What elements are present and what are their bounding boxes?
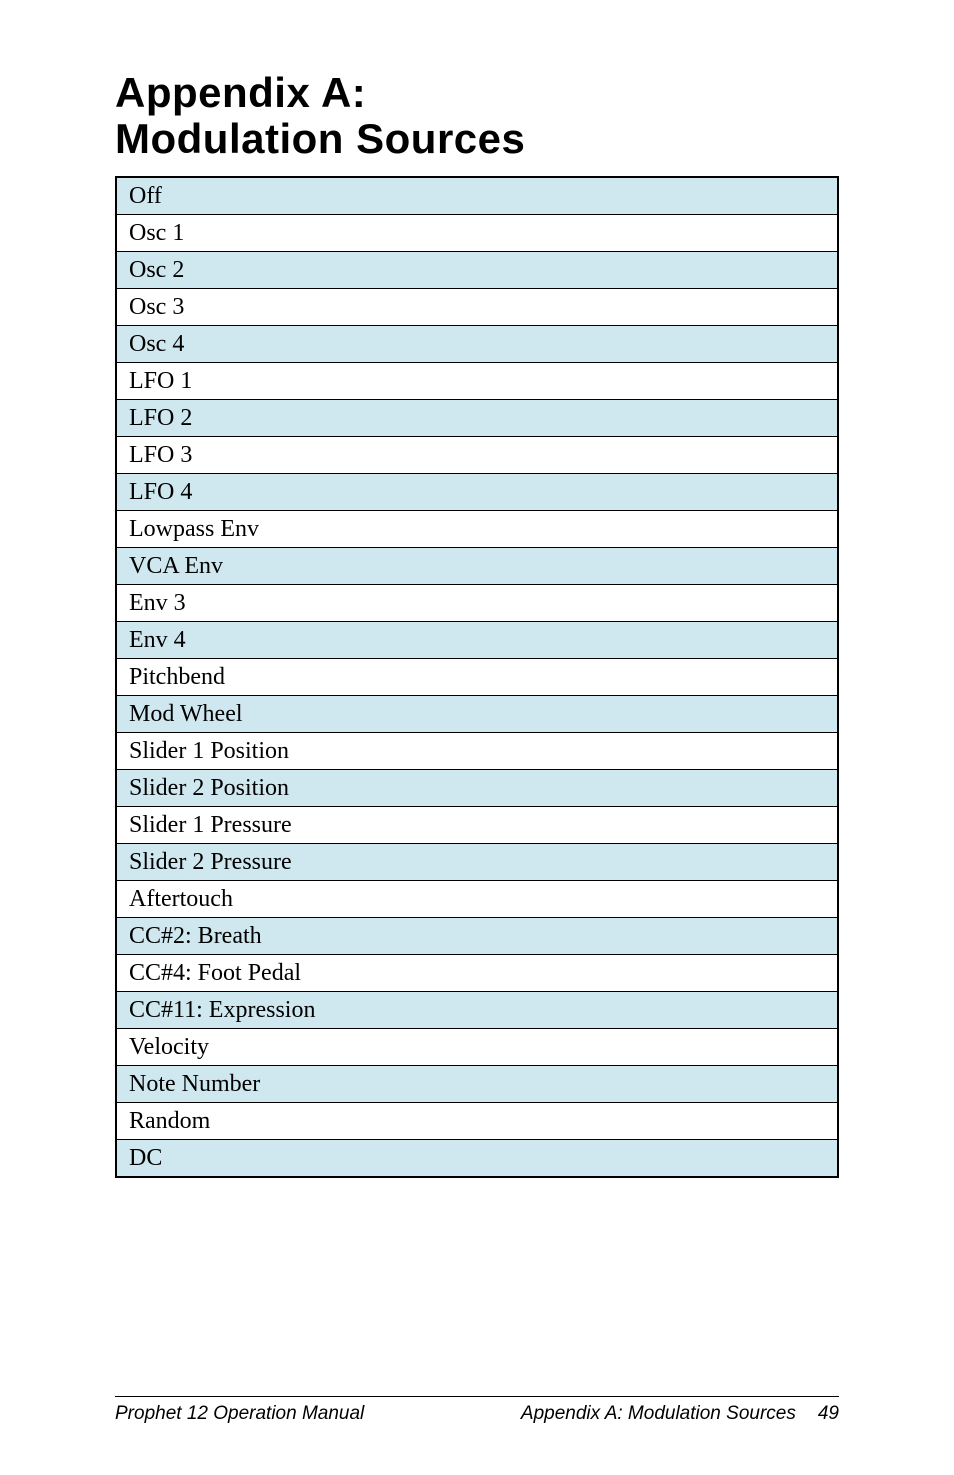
cell: Slider 2 Pressure xyxy=(116,844,838,881)
table-row: CC#2: Breath xyxy=(116,918,838,955)
cell: LFO 2 xyxy=(116,400,838,437)
footer-page-number: 49 xyxy=(818,1403,839,1425)
cell: Slider 1 Position xyxy=(116,733,838,770)
table-row: Random xyxy=(116,1103,838,1140)
table-row: Note Number xyxy=(116,1066,838,1103)
table-row: LFO 4 xyxy=(116,474,838,511)
cell: CC#2: Breath xyxy=(116,918,838,955)
cell: Env 4 xyxy=(116,622,838,659)
table-row: VCA Env xyxy=(116,548,838,585)
table-row: Osc 4 xyxy=(116,326,838,363)
cell: Osc 1 xyxy=(116,215,838,252)
cell: Lowpass Env xyxy=(116,511,838,548)
table-row: Off xyxy=(116,177,838,215)
table-row: Osc 2 xyxy=(116,252,838,289)
table-row: CC#4: Foot Pedal xyxy=(116,955,838,992)
cell: Off xyxy=(116,177,838,215)
footer-rule xyxy=(115,1396,839,1397)
cell: Osc 4 xyxy=(116,326,838,363)
footer-manual-title: Prophet 12 Operation Manual xyxy=(115,1403,364,1425)
footer-section-title: Appendix A: Modulation Sources xyxy=(521,1403,796,1425)
table-row: Slider 1 Pressure xyxy=(116,807,838,844)
table-row: Pitchbend xyxy=(116,659,838,696)
cell: Osc 2 xyxy=(116,252,838,289)
cell: LFO 4 xyxy=(116,474,838,511)
cell: Aftertouch xyxy=(116,881,838,918)
table-row: Slider 1 Position xyxy=(116,733,838,770)
title-line-1: Appendix A: xyxy=(115,70,839,116)
page-footer: Prophet 12 Operation Manual Appendix A: … xyxy=(115,1376,839,1425)
cell: DC xyxy=(116,1140,838,1178)
title-line-2: Modulation Sources xyxy=(115,116,839,162)
cell: CC#4: Foot Pedal xyxy=(116,955,838,992)
page-title-block: Appendix A: Modulation Sources xyxy=(115,70,839,162)
cell: Mod Wheel xyxy=(116,696,838,733)
cell: Env 3 xyxy=(116,585,838,622)
table-row: Velocity xyxy=(116,1029,838,1066)
table-row: Env 4 xyxy=(116,622,838,659)
cell: Random xyxy=(116,1103,838,1140)
table-row: Osc 3 xyxy=(116,289,838,326)
table-row: CC#11: Expression xyxy=(116,992,838,1029)
cell: Velocity xyxy=(116,1029,838,1066)
cell: Slider 2 Position xyxy=(116,770,838,807)
cell: Osc 3 xyxy=(116,289,838,326)
table-row: Lowpass Env xyxy=(116,511,838,548)
table-row: Osc 1 xyxy=(116,215,838,252)
cell: Slider 1 Pressure xyxy=(116,807,838,844)
modulation-sources-table: Off Osc 1 Osc 2 Osc 3 Osc 4 LFO 1 LFO 2 … xyxy=(115,176,839,1178)
table-row: DC xyxy=(116,1140,838,1178)
table-row: LFO 3 xyxy=(116,437,838,474)
table-row: Mod Wheel xyxy=(116,696,838,733)
table-row: LFO 2 xyxy=(116,400,838,437)
table-row: Slider 2 Position xyxy=(116,770,838,807)
cell: VCA Env xyxy=(116,548,838,585)
cell: Note Number xyxy=(116,1066,838,1103)
table-row: Aftertouch xyxy=(116,881,838,918)
cell: LFO 3 xyxy=(116,437,838,474)
table-row: Env 3 xyxy=(116,585,838,622)
table-row: LFO 1 xyxy=(116,363,838,400)
cell: LFO 1 xyxy=(116,363,838,400)
cell: Pitchbend xyxy=(116,659,838,696)
table-row: Slider 2 Pressure xyxy=(116,844,838,881)
cell: CC#11: Expression xyxy=(116,992,838,1029)
